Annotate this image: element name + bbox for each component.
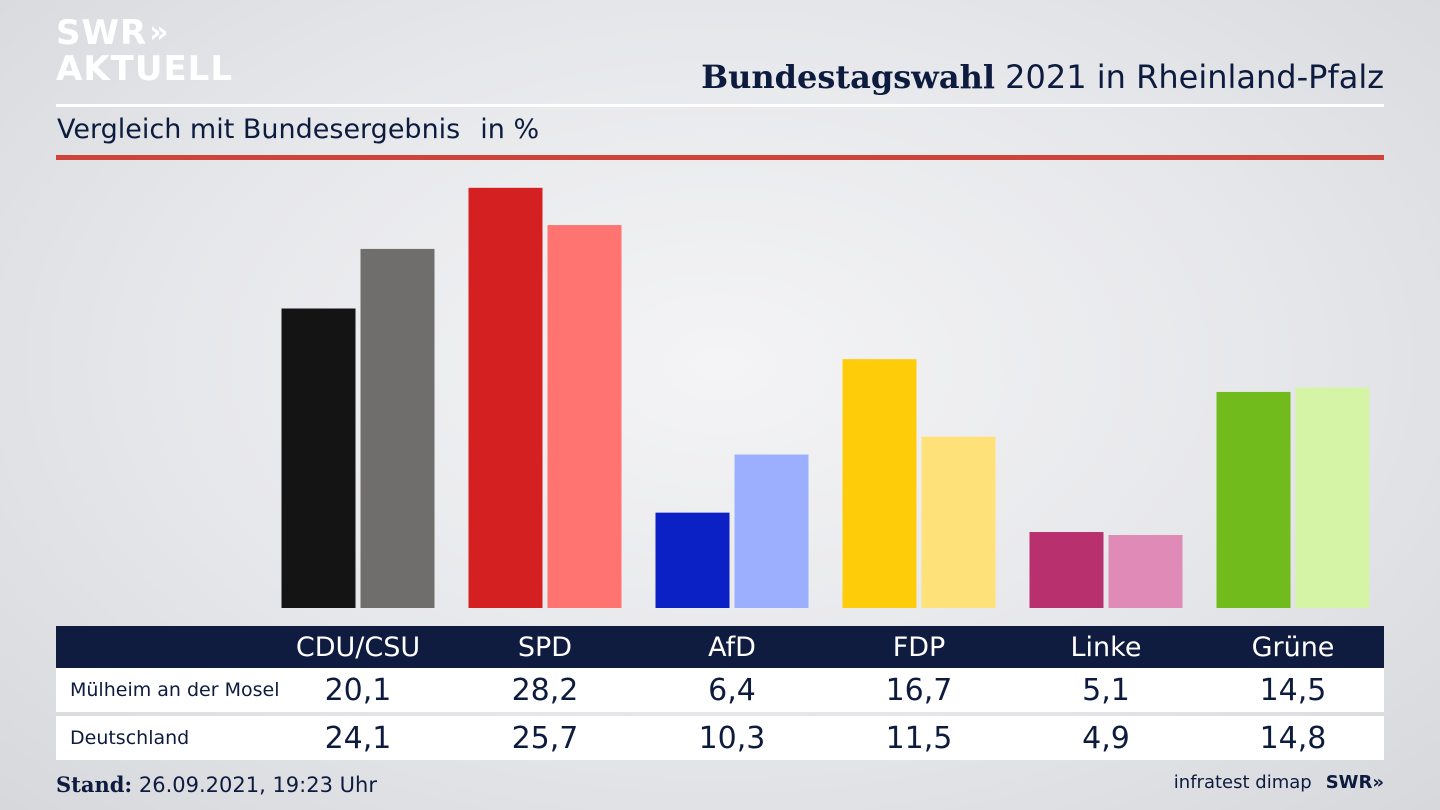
value-label-cdu-csu-muelheim: 20,1 <box>324 672 392 708</box>
row-label-muelheim: Mülheim an der Mosel <box>70 679 280 701</box>
category-label-spd: SPD <box>517 631 573 663</box>
page-title-bold: Bundestagswahl <box>701 58 995 96</box>
logo-swr-text: SWR <box>56 13 148 53</box>
subtitle-text: Vergleich mit Bundesergebnis <box>57 114 461 145</box>
subtitle-unit: in % <box>480 114 540 145</box>
bar-linke-deutschland <box>1108 534 1183 608</box>
timestamp-value: 26.09.2021, 19:23 Uhr <box>132 773 377 797</box>
value-label-spd-deutschland: 25,7 <box>511 720 579 756</box>
value-label-gr-ne-muelheim: 14,5 <box>1259 672 1327 708</box>
logo-aktuell-text: AKTUELL <box>56 49 234 89</box>
bar-gr-ne-deutschland <box>1295 387 1370 608</box>
bar-spd-muelheim <box>468 187 543 608</box>
category-label-afd: AfD <box>708 631 756 663</box>
category-label-fdp: FDP <box>892 631 946 663</box>
table-header-row: CDU/CSU SPD AfD FDP Linke Grüne <box>56 626 1384 668</box>
bar-cdu-csu-deutschland <box>360 248 435 608</box>
value-label-linke-deutschland: 4,9 <box>1082 720 1130 756</box>
category-label-linke: Linke <box>1070 631 1142 663</box>
accent-divider <box>56 155 1384 160</box>
swr-aktuell-logo: SWR» AKTUELL <box>56 16 233 86</box>
value-label-afd-muelheim: 6,4 <box>708 672 756 708</box>
row-label-deutschland: Deutschland <box>70 727 190 749</box>
table-row-deutschland: Deutschland 24,1 25,7 10,3 11,5 4,9 14,8 <box>56 716 1384 760</box>
chart-subtitle: Vergleich mit Bundesergebnis in % <box>57 114 539 145</box>
source-credit: infratest dimap SWR» <box>1174 772 1384 793</box>
timestamp-label: Stand: <box>56 772 133 797</box>
value-label-linke-muelheim: 5,1 <box>1082 672 1130 708</box>
bar-fdp-deutschland <box>921 436 996 608</box>
table-row-muelheim: Mülheim an der Mosel 20,1 28,2 6,4 16,7 5,1 1… <box>56 668 1384 712</box>
swr-brand-logo: SWR» <box>1325 772 1384 793</box>
category-label-gr-ne: Grüne <box>1251 631 1335 663</box>
timestamp: Stand: 26.09.2021, 19:23 Uhr <box>56 772 377 797</box>
bar-afd-deutschland <box>734 454 809 608</box>
category-label-cdu-csu: CDU/CSU <box>295 631 421 663</box>
bar-linke-muelheim <box>1029 532 1104 608</box>
bar-spd-deutschland <box>547 225 622 608</box>
value-label-cdu-csu-deutschland: 24,1 <box>324 720 392 756</box>
results-table: CDU/CSU SPD AfD FDP Linke Grüne Mülheim an de… <box>56 626 1384 760</box>
bar-fdp-muelheim <box>842 359 917 608</box>
bar-cdu-csu-muelheim <box>281 308 356 608</box>
value-label-afd-deutschland: 10,3 <box>698 720 766 756</box>
bar-afd-muelheim <box>655 512 730 608</box>
value-label-fdp-muelheim: 16,7 <box>885 672 953 708</box>
page-title: Bundestagswahl 2021 in Rheinland-Pfalz <box>701 58 1384 96</box>
page-title-rest: 2021 in Rheinland-Pfalz <box>995 58 1384 96</box>
value-label-spd-muelheim: 28,2 <box>511 672 579 708</box>
value-label-fdp-deutschland: 11,5 <box>885 720 953 756</box>
source-text: infratest dimap <box>1173 772 1312 793</box>
title-divider <box>56 104 1384 107</box>
bar-gr-ne-muelheim <box>1216 391 1291 608</box>
value-label-gr-ne-deutschland: 14,8 <box>1259 720 1327 756</box>
